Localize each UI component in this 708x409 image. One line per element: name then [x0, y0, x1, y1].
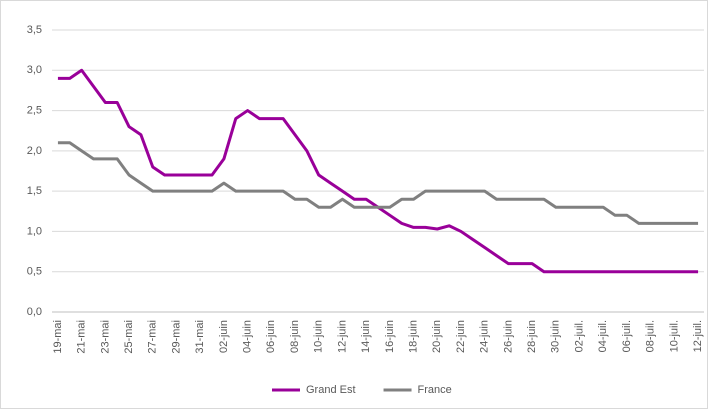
x-tick-label: 10-juin: [313, 320, 325, 353]
x-tick-label: 31-mai: [194, 320, 206, 354]
x-tick-label: 20-juin: [431, 320, 443, 353]
x-tick-label: 08-juin: [289, 320, 301, 353]
x-tick-label: 06-juin: [265, 320, 277, 353]
x-tick-label: 22-juin: [455, 320, 467, 353]
x-tick-label: 29-mai: [170, 320, 182, 354]
legend-label: France: [418, 384, 452, 396]
y-tick-label: 2,0: [27, 145, 42, 157]
x-tick-label: 19-mai: [52, 320, 64, 354]
x-tick-label: 27-mai: [147, 320, 159, 354]
y-tick-label: 3,5: [27, 24, 42, 36]
x-tick-label: 23-mai: [99, 320, 111, 354]
x-tick-label: 06-juil.: [621, 320, 633, 352]
x-tick-label: 12-juin: [336, 320, 348, 353]
x-tick-label: 12-juil.: [692, 320, 704, 352]
y-tick-label: 2,5: [27, 104, 42, 116]
x-tick-label: 28-juin: [526, 320, 538, 353]
y-tick-label: 3,0: [27, 64, 42, 76]
line-series: [57, 141, 699, 225]
y-tick-label: 1,0: [27, 225, 42, 237]
x-tick-label: 10-juil.: [668, 320, 680, 352]
x-tick-label: 02-juin: [218, 320, 230, 353]
x-tick-label: 04-juil.: [597, 320, 609, 352]
x-tick-label: 30-juin: [550, 320, 562, 353]
y-tick-label: 0,0: [27, 306, 42, 318]
x-tick-label: 25-mai: [123, 320, 135, 354]
x-tick-label: 14-juin: [360, 320, 372, 353]
legend-label: Grand Est: [306, 384, 356, 396]
x-tick-label: 18-juin: [407, 320, 419, 353]
y-tick-label: 1,5: [27, 185, 42, 197]
x-tick-label: 16-juin: [384, 320, 396, 353]
x-tick-label: 24-juin: [479, 320, 491, 353]
x-tick-label: 21-mai: [76, 320, 88, 354]
y-tick-label: 0,5: [27, 266, 42, 278]
x-tick-label: 02-juil.: [573, 320, 585, 352]
x-tick-label: 08-juil.: [645, 320, 657, 352]
x-tick-label: 04-juin: [242, 320, 254, 353]
x-tick-label: 26-juin: [502, 320, 514, 353]
